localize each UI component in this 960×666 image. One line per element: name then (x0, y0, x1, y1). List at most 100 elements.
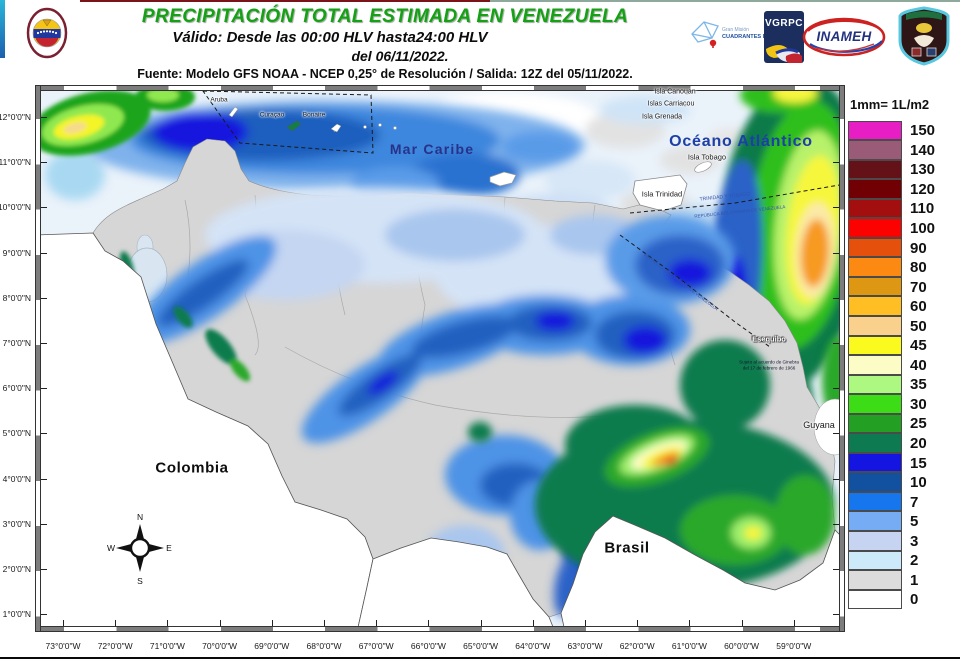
lon-label: 64°0'0"W (515, 641, 551, 651)
lon-tick (793, 620, 795, 626)
lon-tick (63, 620, 64, 626)
lat-label: 8°0'0"N (2, 292, 31, 303)
legend-value: 5 (910, 513, 919, 531)
legend-row: 1 (848, 570, 960, 591)
legend-value: 110 (910, 200, 935, 218)
lat-label: 9°0'0"N (2, 247, 31, 258)
lon-tick (741, 620, 743, 626)
legend-row: 30 (848, 394, 960, 415)
legend-swatch (848, 218, 902, 238)
legend-swatch (848, 179, 902, 199)
legend-swatch (848, 257, 902, 277)
legend-row: 100 (848, 218, 960, 239)
lat-tick (833, 117, 839, 118)
legend-value: 35 (910, 376, 927, 394)
legend-row: 110 (848, 198, 960, 219)
compass-rose: N S E W (107, 512, 172, 586)
bottom-edge-line (0, 657, 960, 659)
maritime-boundary-label-1: TRINIDAD Y TOBAGO (699, 191, 750, 202)
header-titles: PRECIPITACIÓN TOTAL ESTIMADA EN VENEZUEL… (65, 0, 705, 81)
legend-value: 2 (910, 552, 919, 570)
lon-label: 68°0'0"W (306, 641, 342, 651)
left-accent-bar (0, 0, 5, 58)
lat-tick (833, 433, 839, 435)
header: PRECIPITACIÓN TOTAL ESTIMADA EN VENEZUEL… (0, 0, 960, 84)
legend-row: 80 (848, 257, 960, 278)
legend-value: 15 (910, 454, 927, 472)
lat-tick (41, 297, 47, 299)
legend-row: 7 (848, 491, 960, 512)
legend-swatch (848, 159, 902, 180)
legend-swatch (848, 237, 902, 258)
lat-tick (41, 252, 47, 254)
lon-label: 72°0'0"W (97, 641, 133, 651)
legend-value: 140 (910, 141, 936, 159)
lat-tick (41, 569, 47, 570)
vgrpc-logo: VGRPC (764, 11, 804, 63)
legend-row: 130 (848, 159, 960, 180)
compass-s: S (137, 576, 143, 586)
lat-label: 11°0'0"N (0, 157, 31, 168)
legend-swatch (848, 413, 902, 434)
lon-label: 60°0'0"W (724, 641, 760, 651)
lon-label: 67°0'0"W (358, 641, 394, 651)
legend-swatch (848, 511, 902, 531)
lat-tick (41, 343, 47, 344)
legend-swatch (848, 394, 902, 414)
lat-tick (833, 207, 839, 209)
top-edge-line-left (80, 0, 490, 2)
page-title: PRECIPITACIÓN TOTAL ESTIMADA EN VENEZUEL… (141, 6, 629, 27)
legend-value: 7 (910, 493, 919, 511)
cuadrantes-line2: CUADRANTES DE PAZ (722, 34, 764, 40)
lat-label: 3°0'0"N (2, 518, 31, 529)
map-frame-left (35, 85, 41, 632)
lat-label: 10°0'0"N (0, 202, 31, 213)
legend-row: 40 (848, 355, 960, 376)
legend-value: 120 (910, 180, 936, 198)
lon-tick (428, 620, 430, 626)
legend-row: 3 (848, 530, 960, 551)
lat-tick (833, 162, 839, 164)
date-line: del 06/11/2022. (351, 48, 449, 64)
legend-swatch (848, 335, 902, 356)
map-canvas: TRINIDAD Y TOBAGO REPÚBLICA BOLIVARIANA … (35, 85, 845, 632)
lat-tick (41, 162, 47, 164)
legend-row: 5 (848, 511, 960, 532)
legend-row: 0 (848, 589, 960, 610)
legend-swatch (848, 374, 902, 395)
legend-row: 150 (848, 120, 960, 141)
legend-row: 35 (848, 374, 960, 395)
lon-tick (271, 620, 273, 626)
legend-row: 70 (848, 276, 960, 297)
vgrpc-label: VGRPC (764, 18, 804, 29)
legend-swatch (848, 570, 902, 590)
lat-label: 5°0'0"N (2, 428, 31, 439)
coat-of-arms-logo (898, 6, 950, 66)
legend-value: 20 (910, 435, 927, 453)
longitude-axis: 73°0'0"W 72°0'0"W 71°0'0"W 70°0'0"W 69°0'0"W… (0, 641, 960, 657)
map-frame-bottom (35, 626, 845, 632)
lon-label: 62°0'0"W (619, 641, 655, 651)
lon-tick (480, 620, 482, 626)
compass-w: W (107, 543, 115, 553)
legend-swatch (848, 491, 902, 512)
lon-tick (167, 620, 169, 626)
legend-value: 60 (910, 298, 927, 316)
lat-tick (41, 388, 47, 390)
cuadrantes-line1: Gran Misión (722, 27, 749, 33)
legend-value: 80 (910, 259, 927, 277)
lat-tick (41, 614, 47, 616)
lat-tick (833, 388, 839, 390)
lon-label: 70°0'0"W (202, 641, 238, 651)
latitude-axis: 12°0'0"N 11°0'0"N 10°0'0"N 9°0'0"N 8°0'0"N 7°… (0, 0, 32, 666)
lat-tick (833, 523, 839, 525)
lon-label: 69°0'0"W (254, 641, 290, 651)
map-frame-right (839, 85, 845, 632)
lat-label: 7°0'0"N (2, 338, 31, 348)
legend-swatch (848, 452, 902, 473)
lon-label: 65°0'0"W (463, 641, 499, 651)
legend-value: 0 (910, 591, 919, 609)
precipitation-legend: 1mm= 1L/m2 150 140 130 120 110 100 90 80 70 60 50 4… (846, 92, 960, 610)
lon-label: 66°0'0"W (410, 641, 446, 651)
lat-tick (833, 297, 839, 299)
